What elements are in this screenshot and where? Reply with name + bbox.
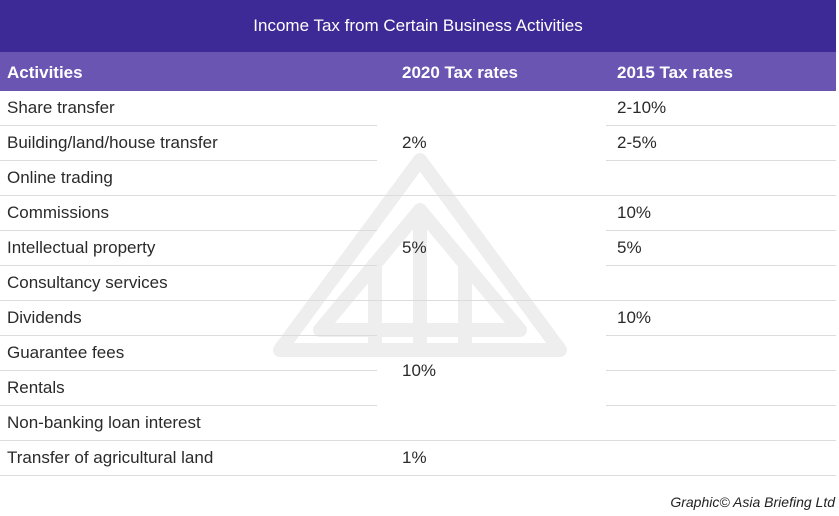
rate-2020-cell: 2% [377,91,606,196]
table-row: Dividends 10% 10% [0,300,836,441]
tax-rates-table: Share transfer 2% 2-10% Building/land/ho… [0,91,836,476]
table-row: Online trading [0,160,836,196]
rate-2015-cell: 10% [606,300,836,336]
rate-2020-cell: 5% [377,195,606,301]
activity-cell: Online trading [0,160,377,196]
header-activities: Activities [7,63,83,82]
rate-2015-cell: 5% [606,230,836,266]
activity-cell: Dividends [0,300,377,336]
table-row: Consultancy services [0,265,836,301]
rate-2015-cell [606,440,836,476]
activity-cell: Rentals [0,370,377,406]
activity-cell: Non-banking loan interest [0,405,377,441]
rate-2015-cell [606,405,836,441]
activity-cell: Building/land/house transfer [0,125,377,161]
rate-2015-cell [606,370,836,406]
activity-cell: Transfer of agricultural land [0,440,377,476]
table-row: Guarantee fees [0,335,836,371]
table-row: Intellectual property 5% [0,230,836,266]
table-row: Share transfer 2% 2-10% [0,91,836,196]
rate-2015-cell: 2-5% [606,125,836,161]
activity-cell: Share transfer [0,91,377,126]
table-row: Building/land/house transfer 2-5% [0,125,836,161]
rate-2015-cell: 10% [606,195,836,231]
table-title-text: Income Tax from Certain Business Activit… [253,16,583,35]
activity-cell: Intellectual property [0,230,377,266]
graphic-credit: Graphic© Asia Briefing Ltd [670,494,835,510]
table-row: Rentals [0,370,836,406]
table-row: Non-banking loan interest [0,405,836,441]
rate-2015-cell [606,160,836,196]
activity-cell: Guarantee fees [0,335,377,371]
table-title: Income Tax from Certain Business Activit… [0,0,836,52]
header-2020-rates: 2020 Tax rates [402,63,518,82]
table-row: Transfer of agricultural land 1% [0,440,836,476]
activity-cell: Consultancy services [0,265,377,301]
rate-2015-cell [606,265,836,301]
rate-2015-cell: 2-10% [606,91,836,126]
header-2015-rates: 2015 Tax rates [617,63,733,82]
rate-2020-cell: 1% [377,440,606,476]
rate-2015-cell [606,335,836,371]
table-row: Commissions 5% 10% [0,195,836,301]
rate-2020-cell: 10% [377,300,606,441]
activity-cell: Commissions [0,195,377,231]
header-row: Activities 2020 Tax rates 2015 Tax rates [0,52,836,91]
